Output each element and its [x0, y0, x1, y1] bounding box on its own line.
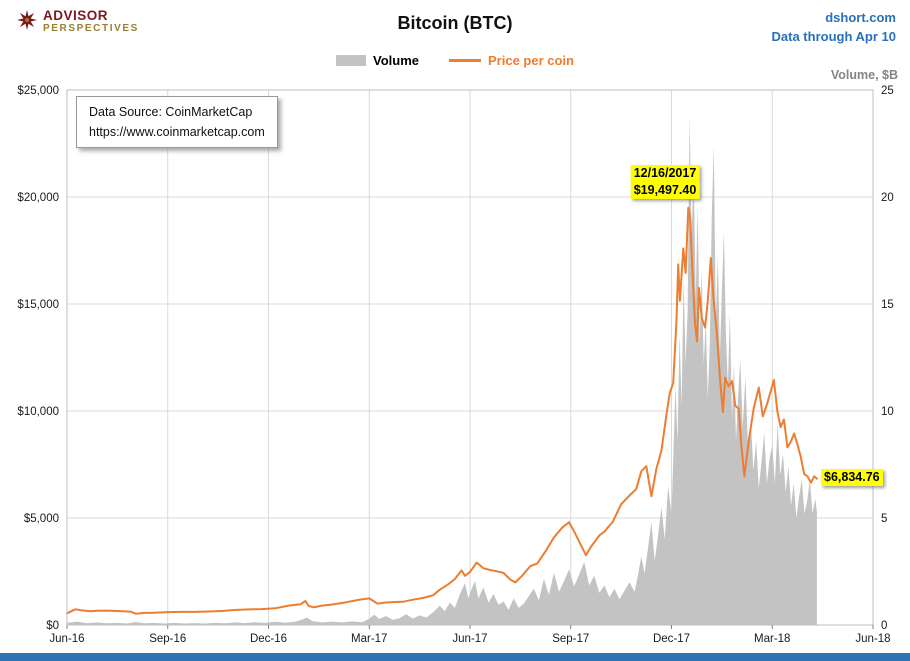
y-left-label: $0: [46, 620, 59, 632]
annotation-text: 12/16/2017: [630, 165, 700, 182]
compass-star-icon: [17, 10, 37, 30]
right-axis-title: Volume, $B: [830, 68, 898, 82]
legend-price-label: Price per coin: [488, 53, 574, 68]
legend-item-volume: Volume: [336, 53, 419, 68]
bottom-blue-bar: [0, 653, 910, 661]
y-left-label: $10,000: [17, 406, 59, 418]
y-right-label: 0: [881, 620, 887, 632]
x-tick-label: Mar-17: [351, 633, 387, 645]
data-source-line2[interactable]: https://www.coinmarketcap.com: [89, 125, 265, 139]
x-tick-label: Jun-17: [452, 633, 487, 645]
price-series: [66, 206, 818, 615]
y-left-label: $25,000: [17, 85, 59, 97]
y-right-label: 20: [881, 192, 894, 204]
advisor-perspectives-logo: ADVISOR PERSPECTIVES: [16, 9, 139, 35]
x-tick-label: Mar-18: [754, 633, 790, 645]
y-right-label: 25: [881, 85, 894, 97]
y-left-label: $15,000: [17, 299, 59, 311]
logo-perspectives: PERSPECTIVES: [43, 23, 139, 34]
legend-volume-label: Volume: [373, 53, 419, 68]
x-tick-label: Dec-16: [250, 633, 287, 645]
legend-item-price: Price per coin: [449, 53, 574, 68]
x-tick-label: Dec-17: [653, 633, 690, 645]
x-tick-label: Jun-18: [855, 633, 890, 645]
data-through-label: Data through Apr 10: [771, 29, 896, 44]
y-right-label: 15: [881, 299, 894, 311]
logo-advisor: ADVISOR: [43, 8, 109, 23]
data-source-line1: Data Source: CoinMarketCap: [89, 105, 253, 119]
chart-title: Bitcoin (BTC): [397, 13, 513, 33]
y-left-label: $5,000: [24, 513, 59, 525]
y-right-label: 10: [881, 406, 894, 418]
legend: Volume Price per coin: [0, 53, 910, 68]
volume-series: [67, 115, 817, 625]
y-left-label: $20,000: [17, 192, 59, 204]
logo-text: ADVISOR PERSPECTIVES: [43, 9, 139, 35]
y-right-label: 5: [881, 513, 887, 525]
data-source-box: Data Source: CoinMarketCap https://www.c…: [76, 96, 278, 148]
x-tick-label: Jun-16: [49, 633, 84, 645]
x-tick-label: Sep-17: [552, 633, 589, 645]
header-right: dshort.com Data through Apr 10: [772, 8, 896, 46]
annotation-text: $19,497.40: [630, 182, 700, 199]
annotation-peak: 12/16/2017 $19,497.40: [630, 165, 700, 199]
annotation-text: $6,834.76: [821, 469, 883, 486]
x-tick-label: Sep-16: [149, 633, 186, 645]
volume-swatch: [336, 55, 366, 66]
annotation-latest: $6,834.76: [821, 469, 883, 486]
price-line-swatch: [449, 59, 481, 62]
site-link[interactable]: dshort.com: [825, 10, 896, 25]
